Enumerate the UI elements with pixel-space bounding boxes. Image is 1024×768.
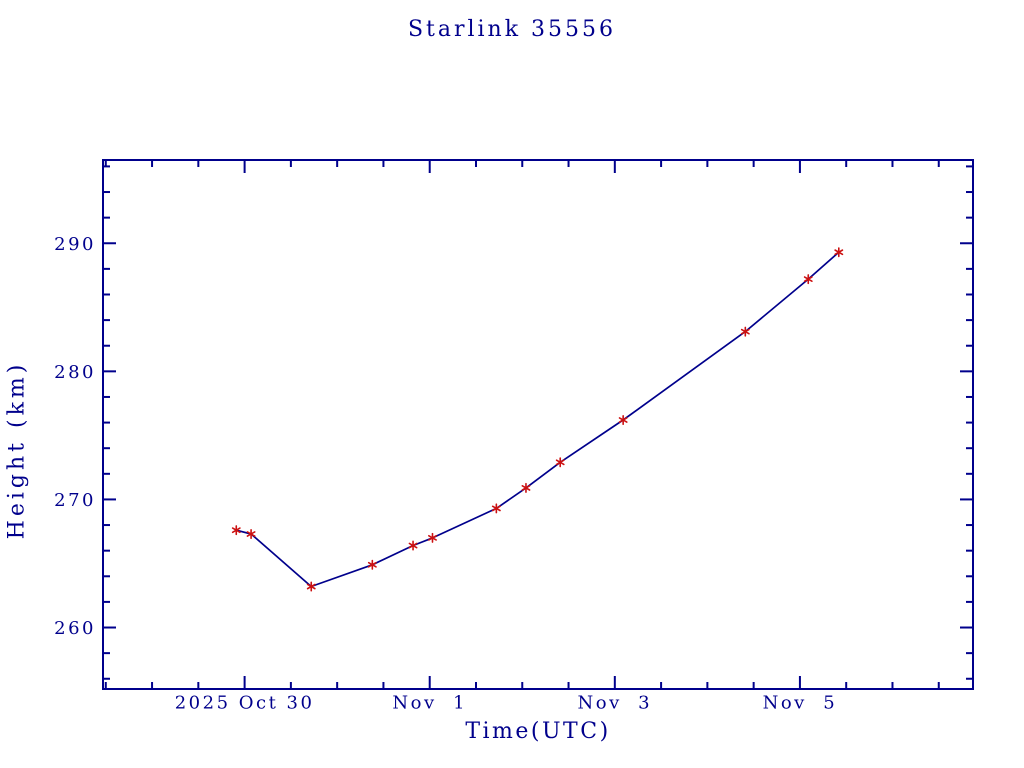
data-point-marker	[231, 527, 241, 534]
data-point-marker	[740, 328, 750, 335]
x-tick-label: Nov 1	[392, 693, 467, 714]
data-point-marker	[491, 505, 501, 512]
x-axis-title: Time(UTC)	[465, 719, 611, 744]
data-point-marker	[618, 417, 628, 423]
x-tick-label: 2025 Oct 30	[175, 693, 315, 714]
data-point-marker	[306, 583, 316, 590]
x-tick-label: Nov 5	[763, 693, 838, 714]
y-tick-label: 270	[54, 490, 96, 511]
data-point-marker	[428, 534, 437, 541]
x-tick-label: Nov 3	[577, 693, 652, 714]
plot-frame	[102, 159, 974, 690]
data-point-marker	[246, 531, 256, 537]
data-line	[236, 251, 840, 588]
y-tick-label: 260	[54, 618, 96, 639]
y-tick-label: 280	[54, 362, 96, 383]
data-point-marker	[367, 561, 377, 568]
y-tick-label: 290	[54, 234, 96, 255]
chart-title: Starlink 35556	[407, 17, 617, 42]
data-point-marker	[408, 542, 418, 549]
data-point-marker	[834, 249, 844, 256]
data-point-marker	[803, 276, 813, 283]
data-point-marker	[555, 459, 565, 466]
data-point-marker	[521, 485, 531, 491]
